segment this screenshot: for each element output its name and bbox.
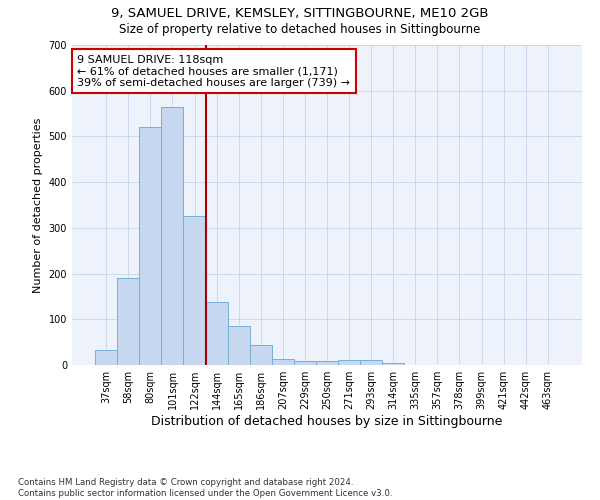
Bar — [316, 362, 338, 365]
Bar — [139, 128, 161, 365]
Y-axis label: Number of detached properties: Number of detached properties — [33, 118, 43, 292]
Bar — [382, 362, 404, 365]
Bar — [161, 106, 184, 365]
Bar — [227, 326, 250, 365]
Bar — [294, 362, 316, 365]
Bar — [250, 346, 272, 365]
Bar — [360, 360, 382, 365]
Bar — [272, 359, 294, 365]
Bar — [117, 278, 139, 365]
Bar — [338, 360, 360, 365]
Text: 9, SAMUEL DRIVE, KEMSLEY, SITTINGBOURNE, ME10 2GB: 9, SAMUEL DRIVE, KEMSLEY, SITTINGBOURNE,… — [111, 8, 489, 20]
Bar — [206, 302, 227, 365]
Bar — [184, 216, 206, 365]
Text: Contains HM Land Registry data © Crown copyright and database right 2024.
Contai: Contains HM Land Registry data © Crown c… — [18, 478, 392, 498]
Text: 9 SAMUEL DRIVE: 118sqm
← 61% of detached houses are smaller (1,171)
39% of semi-: 9 SAMUEL DRIVE: 118sqm ← 61% of detached… — [77, 54, 350, 88]
Bar — [95, 350, 117, 365]
X-axis label: Distribution of detached houses by size in Sittingbourne: Distribution of detached houses by size … — [151, 415, 503, 428]
Text: Size of property relative to detached houses in Sittingbourne: Size of property relative to detached ho… — [119, 22, 481, 36]
